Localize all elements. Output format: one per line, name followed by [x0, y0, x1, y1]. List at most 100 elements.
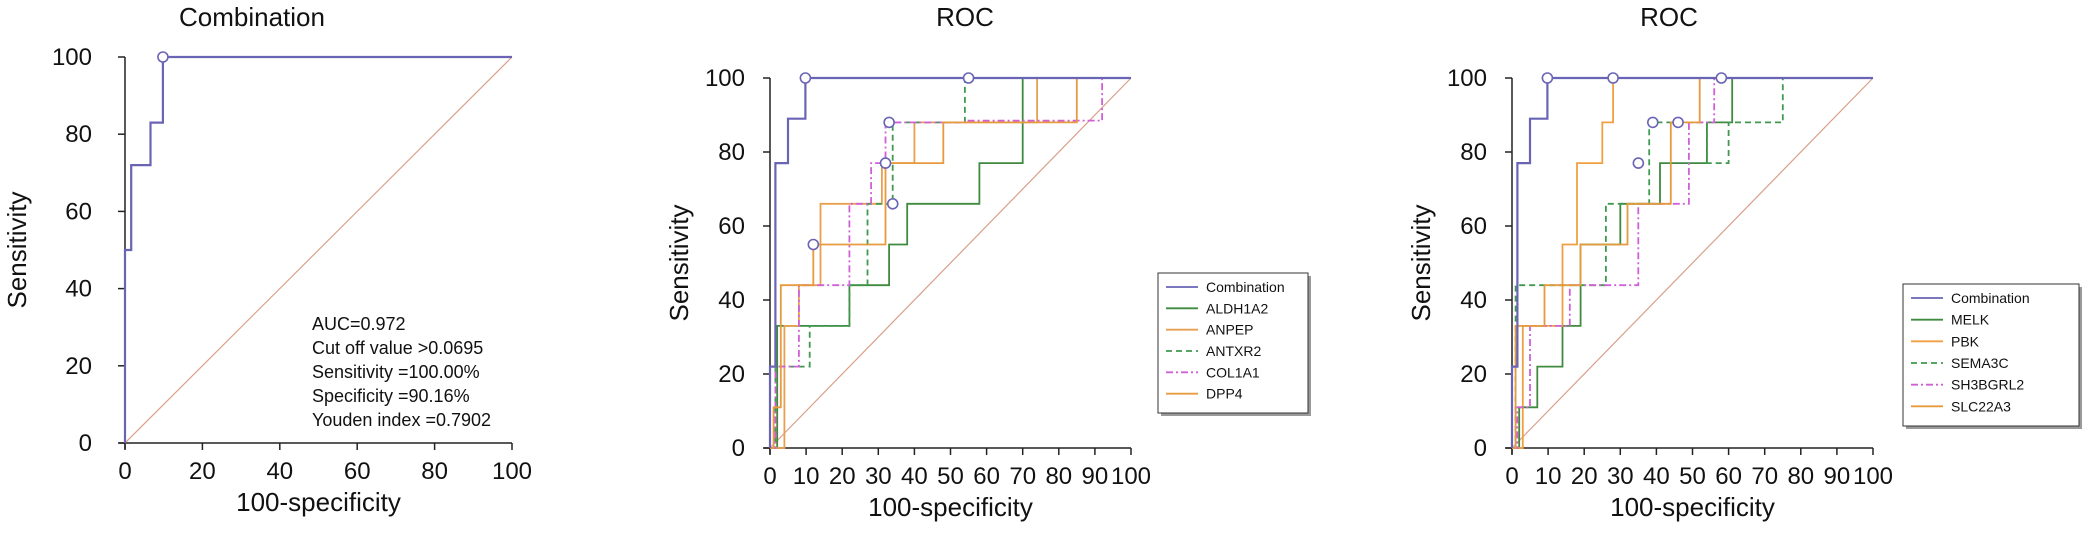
legend-label: Combination: [1206, 279, 1285, 295]
y-tick-label: 80: [718, 139, 745, 166]
legend-box: [1157, 272, 1309, 414]
legend-label: SEMA3C: [1951, 355, 2009, 371]
x-tick-label: 0: [763, 463, 776, 490]
x-tick-label: 40: [266, 458, 293, 485]
x-tick-label: 20: [189, 458, 216, 485]
x-axis-title: 100-specificity: [868, 492, 1033, 522]
stats-annotation: Youden index =0.7902: [312, 410, 491, 430]
roc-curve-col1a1: [770, 77, 1131, 449]
x-tick-label: 50: [1679, 463, 1706, 490]
y-axis-title: Sensitivity: [2, 191, 32, 308]
x-tick-label: 60: [1715, 463, 1742, 490]
x-tick-label: 40: [901, 463, 928, 490]
x-tick-label: 100: [1111, 463, 1151, 490]
chart-title: Combination: [179, 2, 325, 32]
y-tick-label: 0: [732, 435, 745, 462]
cutoff-marker: [799, 72, 812, 84]
cutoff-marker: [1715, 72, 1728, 84]
legend-label: PBK: [1951, 333, 1980, 349]
legend-label: MELK: [1951, 312, 1990, 328]
x-axis-title: 100-specificity: [1610, 492, 1775, 522]
legend: Combination ALDH1A2 ANPEP ANTXR2 COL1A1 DPP4: [1157, 272, 1311, 416]
cutoff-marker: [1632, 157, 1645, 169]
stats-annotation: AUC=0.972: [312, 314, 406, 334]
legend-label: ALDH1A2: [1206, 300, 1268, 316]
x-tick-label: 30: [1607, 463, 1634, 490]
x-tick-label: 90: [1824, 463, 1851, 490]
x-tick-label: 80: [1045, 463, 1072, 490]
stats-annotation: Specificity =90.16%: [312, 386, 470, 406]
x-tick-label: 40: [1643, 463, 1670, 490]
y-tick-label: 20: [1460, 361, 1487, 388]
x-tick-label: 90: [1082, 463, 1109, 490]
x-tick-label: 0: [1505, 463, 1518, 490]
cutoff-marker: [883, 116, 895, 129]
cutoff-marker: [157, 51, 169, 63]
cutoff-marker: [1541, 72, 1554, 84]
cutoff-marker: [1672, 116, 1684, 129]
legend-label: SLC22A3: [1951, 398, 2011, 414]
x-tick-label: 100: [492, 458, 532, 485]
legend-box: [1902, 283, 2080, 427]
y-axis-title: Sensitivity: [1406, 204, 1436, 321]
y-tick-label: 80: [65, 121, 92, 148]
legend-label: SH3BGRL2: [1951, 377, 2024, 393]
x-tick-label: 10: [793, 463, 820, 490]
x-tick-label: 80: [421, 458, 448, 485]
cutoff-marker: [886, 198, 899, 210]
cutoff-marker: [807, 238, 820, 251]
y-tick-label: 20: [65, 353, 92, 380]
x-tick-label: 10: [1535, 463, 1562, 490]
y-tick-label: 100: [705, 65, 745, 92]
x-tick-label: 30: [865, 463, 892, 490]
y-tick-label: 60: [65, 198, 92, 225]
x-tick-label: 60: [973, 463, 1000, 490]
reference-diagonal: [769, 77, 1132, 449]
y-tick-label: 100: [52, 44, 92, 71]
roc-curve-pbk: [1512, 77, 1873, 449]
roc-curve-combination: [768, 76, 1131, 448]
stats-annotation: Sensitivity =100.00%: [312, 362, 480, 382]
cutoff-marker: [879, 157, 892, 169]
roc-curve-combination: [1510, 76, 1873, 448]
x-tick-label: 50: [937, 463, 964, 490]
x-tick-label: 20: [1571, 463, 1598, 490]
roc-curve-combination: [123, 55, 512, 443]
x-axis-title: 100-specificity: [236, 487, 401, 517]
roc-curve-slc22a3: [1512, 77, 1873, 449]
legend-label: COL1A1: [1206, 364, 1260, 380]
x-tick-label: 0: [118, 458, 131, 485]
chart-title: ROC: [936, 2, 994, 32]
chart-title: ROC: [1640, 2, 1698, 32]
legend-label: ANTXR2: [1206, 343, 1261, 359]
x-tick-label: 100: [1853, 463, 1893, 490]
reference-diagonal: [124, 56, 513, 444]
cutoff-marker: [962, 72, 975, 84]
legend-label: DPP4: [1206, 386, 1243, 402]
legend-label: Combination: [1951, 290, 2030, 306]
y-tick-label: 80: [1460, 139, 1487, 166]
x-tick-label: 80: [1787, 463, 1814, 490]
y-tick-label: 100: [1447, 65, 1487, 92]
roc-curve-sh3bgrl2: [1512, 77, 1873, 449]
y-tick-label: 40: [718, 287, 745, 314]
cutoff-marker: [1646, 116, 1659, 129]
roc-curve-dpp4: [770, 77, 1131, 449]
y-tick-label: 20: [718, 361, 745, 388]
stats-annotation: Cut off value >0.0695: [312, 338, 483, 358]
y-axis-title: Sensitivity: [664, 204, 694, 321]
y-tick-label: 0: [79, 430, 92, 457]
y-tick-label: 60: [718, 213, 745, 240]
x-tick-label: 20: [829, 463, 856, 490]
y-tick-label: 40: [1460, 287, 1487, 314]
reference-diagonal: [1511, 77, 1874, 449]
y-tick-label: 60: [1460, 213, 1487, 240]
y-tick-label: 0: [1474, 435, 1487, 462]
x-tick-label: 60: [344, 458, 371, 485]
chart-panel-1: Combination 0 20 40 60 80 100 0 20 40 60 80 100 100-s…: [2, 2, 532, 517]
x-tick-label: 70: [1751, 463, 1778, 490]
legend: Combination MELK PBK SEMA3C SH3BGRL2 SLC22A3: [1902, 283, 2082, 429]
